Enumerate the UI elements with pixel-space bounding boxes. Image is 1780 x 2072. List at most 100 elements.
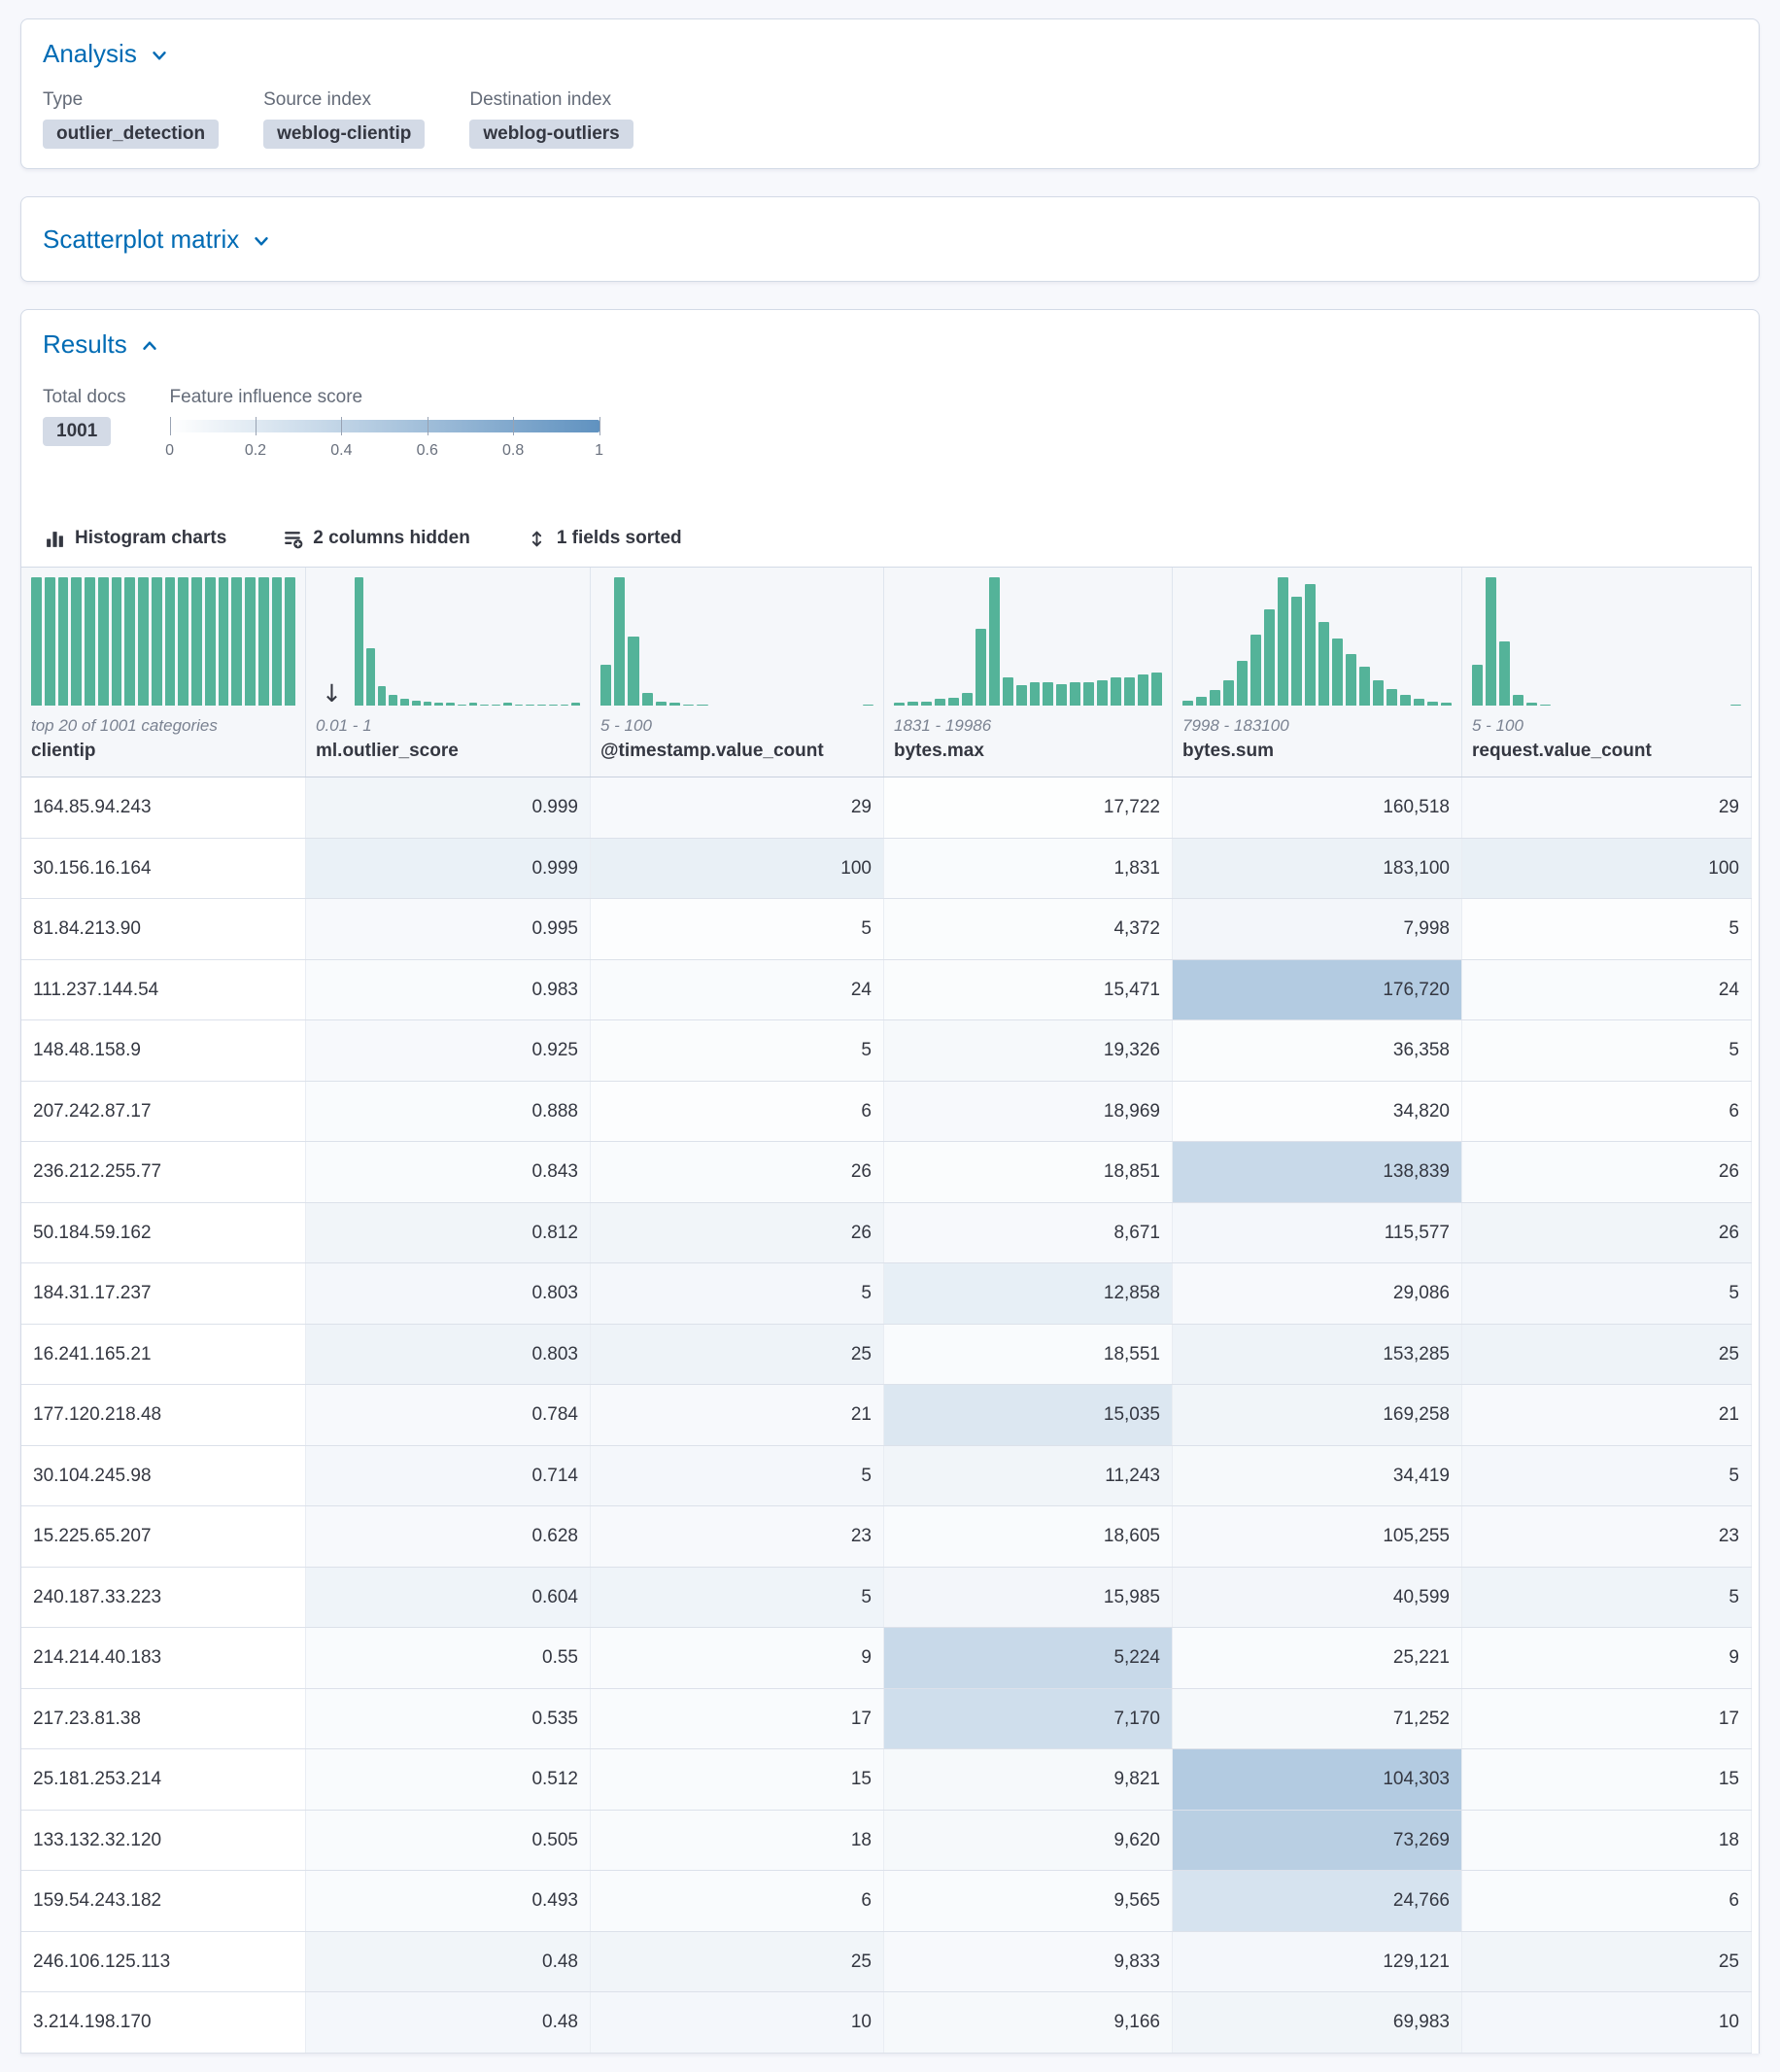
fields-sorted-button[interactable]: 1 fields sorted	[519, 522, 690, 555]
cell-bytes-max[interactable]: 18,605	[884, 1506, 1173, 1567]
cell-bytes-max[interactable]: 11,243	[884, 1445, 1173, 1505]
cell-timestamp-value-count[interactable]: 18	[591, 1810, 884, 1870]
cell-bytes-max[interactable]: 15,035	[884, 1385, 1173, 1445]
cell-timestamp-value-count[interactable]: 21	[591, 1385, 884, 1445]
cell-outlier-score[interactable]: 0.999	[306, 777, 591, 838]
cell-bytes-sum[interactable]: 24,766	[1173, 1871, 1462, 1931]
cell-clientip[interactable]: 240.187.33.223	[21, 1567, 306, 1627]
cell-bytes-sum[interactable]: 129,121	[1173, 1931, 1462, 1991]
cell-clientip[interactable]: 16.241.165.21	[21, 1324, 306, 1384]
cell-request-value-count[interactable]: 26	[1462, 1202, 1752, 1262]
cell-outlier-score[interactable]: 0.55	[306, 1628, 591, 1688]
cell-clientip[interactable]: 30.156.16.164	[21, 838, 306, 898]
cell-timestamp-value-count[interactable]: 23	[591, 1506, 884, 1567]
cell-timestamp-value-count[interactable]: 29	[591, 777, 884, 838]
cell-bytes-max[interactable]: 17,722	[884, 777, 1173, 838]
analysis-accordion-toggle[interactable]: Analysis	[43, 37, 170, 70]
cell-timestamp-value-count[interactable]: 5	[591, 1020, 884, 1081]
cell-request-value-count[interactable]: 5	[1462, 1263, 1752, 1324]
cell-request-value-count[interactable]: 9	[1462, 1628, 1752, 1688]
cell-bytes-sum[interactable]: 25,221	[1173, 1628, 1462, 1688]
cell-outlier-score[interactable]: 0.925	[306, 1020, 591, 1081]
cell-outlier-score[interactable]: 0.493	[306, 1871, 591, 1931]
cell-timestamp-value-count[interactable]: 15	[591, 1749, 884, 1810]
cell-bytes-max[interactable]: 8,671	[884, 1202, 1173, 1262]
cell-request-value-count[interactable]: 25	[1462, 1931, 1752, 1991]
cell-bytes-sum[interactable]: 29,086	[1173, 1263, 1462, 1324]
cell-timestamp-value-count[interactable]: 6	[591, 1081, 884, 1141]
cell-request-value-count[interactable]: 24	[1462, 959, 1752, 1019]
cell-bytes-max[interactable]: 15,985	[884, 1567, 1173, 1627]
cell-clientip[interactable]: 159.54.243.182	[21, 1871, 306, 1931]
cell-request-value-count[interactable]: 29	[1462, 777, 1752, 838]
column-header-request-value-count[interactable]: 5 - 100 request.value_count	[1462, 568, 1752, 777]
cell-bytes-max[interactable]: 18,851	[884, 1142, 1173, 1202]
cell-bytes-max[interactable]: 19,326	[884, 1020, 1173, 1081]
cell-outlier-score[interactable]: 0.535	[306, 1688, 591, 1748]
cell-outlier-score[interactable]: 0.628	[306, 1506, 591, 1567]
cell-request-value-count[interactable]: 5	[1462, 1445, 1752, 1505]
cell-bytes-max[interactable]: 9,166	[884, 1992, 1173, 2053]
cell-bytes-sum[interactable]: 71,252	[1173, 1688, 1462, 1748]
cell-request-value-count[interactable]: 5	[1462, 899, 1752, 959]
cell-outlier-score[interactable]: 0.784	[306, 1385, 591, 1445]
cell-timestamp-value-count[interactable]: 26	[591, 1202, 884, 1262]
cell-timestamp-value-count[interactable]: 9	[591, 1628, 884, 1688]
cell-outlier-score[interactable]: 0.995	[306, 899, 591, 959]
cell-outlier-score[interactable]: 0.812	[306, 1202, 591, 1262]
cell-outlier-score[interactable]: 0.888	[306, 1081, 591, 1141]
cell-clientip[interactable]: 207.242.87.17	[21, 1081, 306, 1141]
cell-bytes-max[interactable]: 18,551	[884, 1324, 1173, 1384]
column-header-clientip[interactable]: top 20 of 1001 categories clientip	[21, 568, 306, 777]
cell-bytes-sum[interactable]: 104,303	[1173, 1749, 1462, 1810]
cell-outlier-score[interactable]: 0.512	[306, 1749, 591, 1810]
cell-outlier-score[interactable]: 0.48	[306, 1931, 591, 1991]
cell-request-value-count[interactable]: 21	[1462, 1385, 1752, 1445]
cell-timestamp-value-count[interactable]: 5	[591, 1263, 884, 1324]
cell-timestamp-value-count[interactable]: 5	[591, 1567, 884, 1627]
cell-bytes-sum[interactable]: 73,269	[1173, 1810, 1462, 1870]
cell-clientip[interactable]: 133.132.32.120	[21, 1810, 306, 1870]
cell-request-value-count[interactable]: 5	[1462, 1020, 1752, 1081]
cell-request-value-count[interactable]: 25	[1462, 1324, 1752, 1384]
cell-bytes-sum[interactable]: 34,419	[1173, 1445, 1462, 1505]
cell-bytes-sum[interactable]: 34,820	[1173, 1081, 1462, 1141]
histogram-charts-button[interactable]: Histogram charts	[37, 522, 234, 555]
cell-timestamp-value-count[interactable]: 10	[591, 1992, 884, 2053]
cell-bytes-sum[interactable]: 40,599	[1173, 1567, 1462, 1627]
cell-timestamp-value-count[interactable]: 25	[591, 1324, 884, 1384]
cell-request-value-count[interactable]: 6	[1462, 1871, 1752, 1931]
cell-bytes-max[interactable]: 15,471	[884, 959, 1173, 1019]
cell-request-value-count[interactable]: 17	[1462, 1688, 1752, 1748]
cell-timestamp-value-count[interactable]: 5	[591, 1445, 884, 1505]
cell-bytes-max[interactable]: 9,565	[884, 1871, 1173, 1931]
cell-bytes-sum[interactable]: 153,285	[1173, 1324, 1462, 1384]
cell-outlier-score[interactable]: 0.983	[306, 959, 591, 1019]
cell-bytes-max[interactable]: 9,833	[884, 1931, 1173, 1991]
cell-outlier-score[interactable]: 0.803	[306, 1324, 591, 1384]
cell-clientip[interactable]: 81.84.213.90	[21, 899, 306, 959]
cell-bytes-sum[interactable]: 138,839	[1173, 1142, 1462, 1202]
cell-request-value-count[interactable]: 10	[1462, 1992, 1752, 2053]
cell-outlier-score[interactable]: 0.999	[306, 838, 591, 898]
cell-request-value-count[interactable]: 6	[1462, 1081, 1752, 1141]
cell-clientip[interactable]: 3.214.198.170	[21, 1992, 306, 2053]
cell-bytes-sum[interactable]: 69,983	[1173, 1992, 1462, 2053]
cell-outlier-score[interactable]: 0.48	[306, 1992, 591, 2053]
cell-clientip[interactable]: 214.214.40.183	[21, 1628, 306, 1688]
cell-request-value-count[interactable]: 18	[1462, 1810, 1752, 1870]
cell-timestamp-value-count[interactable]: 6	[591, 1871, 884, 1931]
cell-bytes-sum[interactable]: 105,255	[1173, 1506, 1462, 1567]
cell-clientip[interactable]: 50.184.59.162	[21, 1202, 306, 1262]
cell-clientip[interactable]: 30.104.245.98	[21, 1445, 306, 1505]
cell-request-value-count[interactable]: 5	[1462, 1567, 1752, 1627]
cell-request-value-count[interactable]: 15	[1462, 1749, 1752, 1810]
cell-clientip[interactable]: 246.106.125.113	[21, 1931, 306, 1991]
cell-outlier-score[interactable]: 0.803	[306, 1263, 591, 1324]
cell-clientip[interactable]: 148.48.158.9	[21, 1020, 306, 1081]
cell-outlier-score[interactable]: 0.505	[306, 1810, 591, 1870]
cell-bytes-sum[interactable]: 36,358	[1173, 1020, 1462, 1081]
cell-bytes-max[interactable]: 12,858	[884, 1263, 1173, 1324]
cell-clientip[interactable]: 25.181.253.214	[21, 1749, 306, 1810]
cell-bytes-max[interactable]: 4,372	[884, 899, 1173, 959]
